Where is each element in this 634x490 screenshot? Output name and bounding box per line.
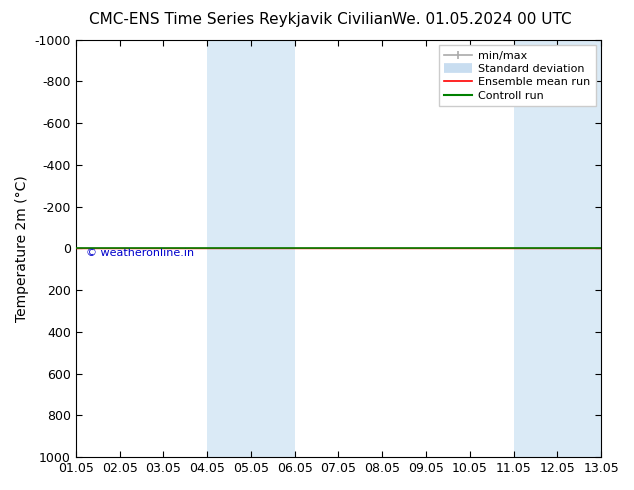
Text: © weatheronline.in: © weatheronline.in (86, 247, 195, 258)
Bar (514, 40, 601, 457)
Bar (207, 40, 295, 457)
Text: We. 01.05.2024 00 UTC: We. 01.05.2024 00 UTC (392, 12, 572, 27)
Y-axis label: Temperature 2m (°C): Temperature 2m (°C) (15, 175, 29, 322)
Text: CMC-ENS Time Series Reykjavik Civilian: CMC-ENS Time Series Reykjavik Civilian (89, 12, 393, 27)
Legend: min/max, Standard deviation, Ensemble mean run, Controll run: min/max, Standard deviation, Ensemble me… (439, 45, 595, 106)
